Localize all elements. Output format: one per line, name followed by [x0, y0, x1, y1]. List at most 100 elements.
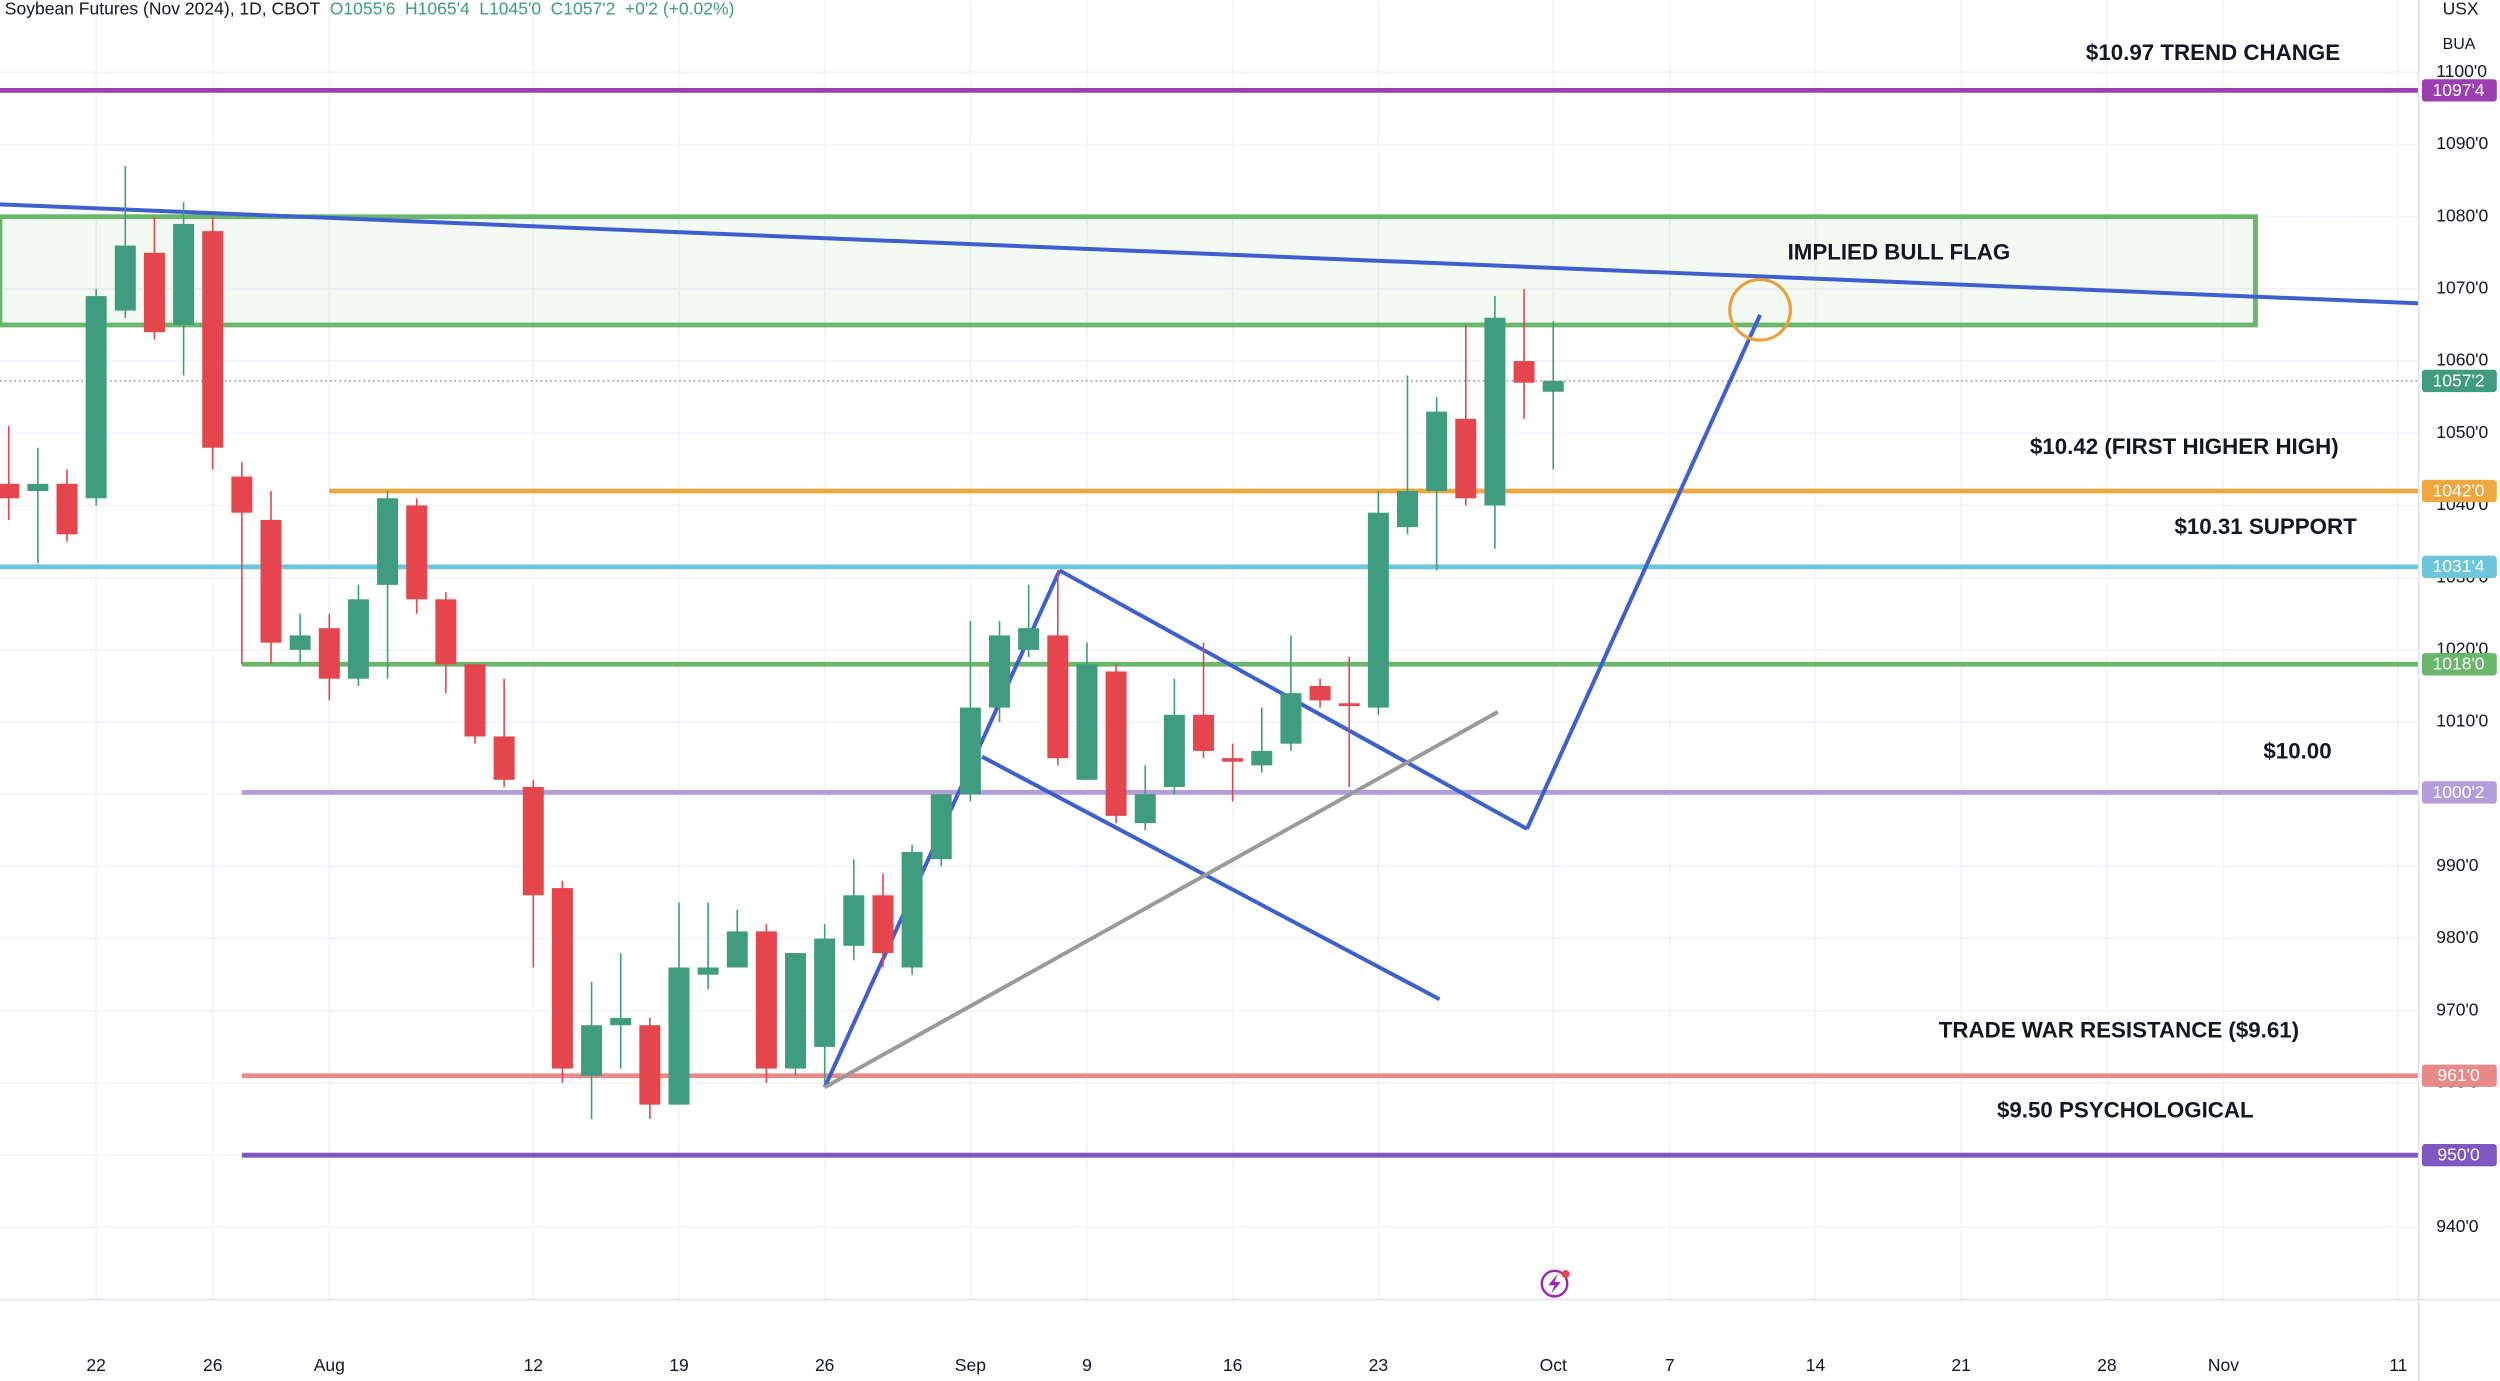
candle-body — [1251, 750, 1273, 766]
x-tick-label: 11 — [2389, 1355, 2407, 1375]
x-tick-label: Aug — [314, 1355, 345, 1375]
currency: USX — [2443, 0, 2479, 18]
y-tick-label: 1060'0 — [2436, 350, 2488, 370]
candle-body — [85, 296, 107, 499]
open-label: O1055'6 — [330, 0, 396, 18]
zone — [0, 214, 2258, 328]
x-tick-label: 7 — [1665, 1355, 1675, 1375]
x-tick-label: 26 — [815, 1355, 834, 1375]
candle-body — [464, 664, 486, 737]
candle-body — [1222, 758, 1244, 762]
candle-body — [697, 967, 719, 975]
annotation: $10.97 TREND CHANGE — [2086, 40, 2340, 65]
trendline — [823, 710, 1499, 1090]
candle-body — [173, 223, 195, 325]
price-tag — [2421, 1064, 2497, 1087]
price-tag — [2421, 653, 2497, 676]
candle-body — [1426, 411, 1448, 492]
price-tag-label: 961'0 — [2437, 1065, 2480, 1085]
candle-body — [1542, 380, 1564, 392]
candle-body — [1484, 317, 1506, 506]
candle-body — [959, 707, 981, 795]
x-tick-label: 22 — [86, 1355, 105, 1375]
alert-icon[interactable] — [1540, 1269, 1570, 1298]
candle-body — [726, 931, 748, 968]
candle-body — [231, 476, 253, 513]
unit: BUA — [2443, 36, 2476, 53]
candle-body — [785, 953, 807, 1069]
alert-icon-bolt[interactable] — [1548, 1274, 1561, 1294]
x-tick-label: 23 — [1369, 1355, 1388, 1375]
annotation: IMPLIED BULL FLAG — [1788, 240, 2011, 265]
candle-body — [1018, 628, 1040, 650]
candle-body — [318, 628, 340, 679]
high-label: H1065'4 — [405, 0, 470, 18]
annotation: TRADE WAR RESISTANCE ($9.61) — [1939, 1018, 2299, 1043]
price-tag-label: 950'0 — [2437, 1145, 2480, 1165]
y-tick-label: 940'0 — [2436, 1216, 2479, 1236]
y-tick-label: 970'0 — [2436, 999, 2479, 1019]
candle-body — [1163, 714, 1185, 788]
y-tick-label: 1010'0 — [2436, 711, 2488, 731]
price-tag-label: 1042'0 — [2433, 480, 2485, 500]
candle-body — [1047, 635, 1069, 759]
candle-body — [1134, 794, 1156, 824]
alert-icon-ring[interactable] — [1540, 1269, 1569, 1298]
price-tag — [2421, 781, 2497, 804]
price-tag — [2421, 1144, 2497, 1167]
x-tick-label: 14 — [1806, 1355, 1826, 1375]
candle-body — [114, 245, 136, 311]
price-tag-label: 1097'4 — [2433, 80, 2485, 100]
price-tag-label: 1057'2 — [2433, 370, 2485, 390]
price-tag — [2421, 479, 2497, 503]
candle-body — [1076, 664, 1098, 780]
y-tick-label: 990'0 — [2436, 855, 2479, 875]
x-tick-label: Oct — [1540, 1355, 1567, 1375]
candle-body — [27, 483, 49, 492]
candle-body — [143, 252, 165, 333]
annotation: $10.42 (FIRST HIGHER HIGH) — [2030, 434, 2339, 459]
change-label: +0'2 (+0.02%) — [625, 0, 734, 18]
y-tick-label: 1080'0 — [2436, 205, 2488, 225]
x-tick-label: 19 — [669, 1355, 688, 1375]
candle-body — [1338, 703, 1360, 707]
header: Soybean Futures (Nov 2024), 1D, CBOT O105… — [5, 0, 735, 18]
x-tick-label: 26 — [203, 1355, 222, 1375]
candle-body — [1513, 361, 1535, 383]
symbol-title: Soybean Futures (Nov 2024), 1D, CBOT — [5, 0, 321, 18]
low-label: L1045'0 — [479, 0, 541, 18]
alert-icon-dot[interactable] — [1561, 1270, 1570, 1279]
candle-body — [1309, 685, 1331, 701]
candle-body — [814, 938, 836, 1047]
price-tag-label: 1031'4 — [2433, 556, 2485, 576]
candle-body — [1455, 418, 1477, 499]
candle-body — [930, 794, 952, 860]
candle-body — [406, 505, 428, 600]
candle-body — [872, 895, 894, 954]
candle-body — [755, 931, 777, 1069]
candle-body — [260, 519, 282, 643]
x-tick-label: Sep — [955, 1355, 986, 1375]
price-tag — [2421, 79, 2497, 102]
close-label: C1057'2 — [551, 0, 616, 18]
candle-body — [1397, 491, 1418, 528]
candle-body — [522, 787, 544, 896]
candle-body — [610, 1018, 632, 1026]
candle-body — [289, 635, 311, 650]
candle-body — [551, 888, 573, 1069]
x-tick-label: 16 — [1223, 1355, 1242, 1375]
candle-body — [347, 599, 369, 679]
price-tag — [2421, 369, 2497, 393]
price-tag — [2421, 555, 2497, 578]
price-tag-label: 1000'2 — [2433, 782, 2485, 802]
candle-body — [56, 483, 78, 535]
x-tick-label: 28 — [2097, 1355, 2116, 1375]
candle-body — [1105, 671, 1127, 816]
y-tick-label: 1090'0 — [2436, 133, 2488, 153]
y-tick-label: 1100'0 — [2436, 61, 2487, 81]
annotation: $10.31 SUPPORT — [2174, 514, 2357, 539]
trendline — [1525, 314, 1762, 830]
candle-body — [668, 967, 690, 1105]
target-circle — [1728, 277, 1792, 342]
